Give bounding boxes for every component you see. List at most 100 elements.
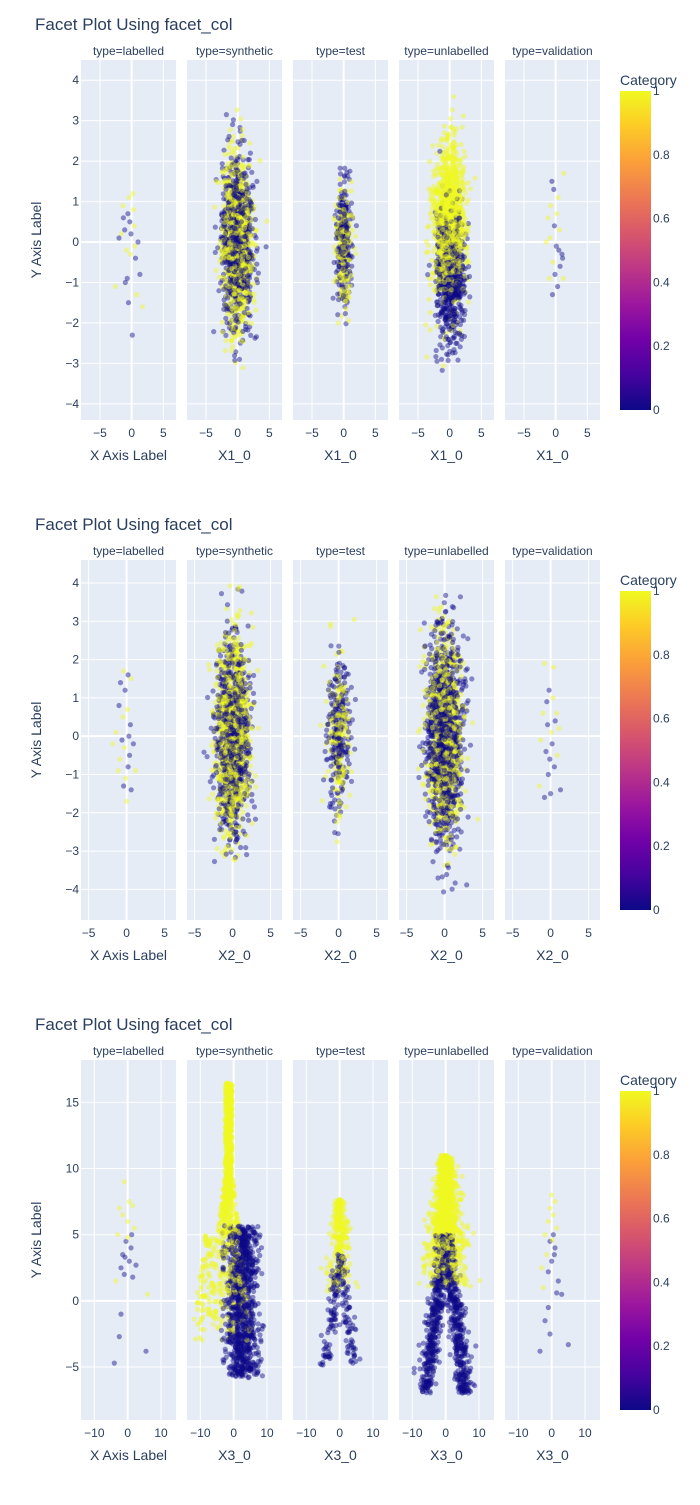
data-point — [132, 244, 137, 249]
data-point — [343, 299, 348, 304]
y-tick-label: −4 — [65, 882, 79, 896]
data-point — [450, 350, 455, 355]
data-point — [452, 162, 457, 167]
x-tick-label: 0 — [552, 426, 559, 440]
data-point — [454, 243, 459, 248]
data-point — [451, 127, 456, 132]
data-point — [232, 358, 237, 363]
data-point — [454, 143, 459, 148]
data-point — [239, 219, 244, 224]
data-point — [459, 268, 464, 273]
x-tick-label: 0 — [234, 426, 241, 440]
data-point — [223, 348, 228, 353]
data-point — [455, 252, 460, 257]
data-point — [246, 203, 251, 208]
x-tick-label: −5 — [517, 426, 531, 440]
data-point — [346, 318, 351, 323]
data-point — [343, 219, 348, 224]
data-point — [207, 667, 212, 672]
data-point — [129, 787, 134, 792]
data-point — [225, 137, 230, 142]
data-point — [214, 179, 219, 184]
data-point — [440, 345, 445, 350]
data-point — [110, 741, 115, 746]
x-tick-label: 0 — [123, 926, 130, 940]
data-point — [237, 357, 242, 362]
data-point — [455, 358, 460, 363]
x-axis-label: X1_0 — [536, 447, 569, 463]
data-point — [231, 262, 236, 267]
data-point — [457, 291, 462, 296]
data-point — [554, 211, 559, 216]
data-point — [238, 267, 243, 272]
data-point — [255, 668, 260, 673]
data-point — [248, 333, 253, 338]
data-point — [444, 210, 449, 215]
data-point — [552, 272, 557, 277]
data-point — [452, 133, 457, 138]
data-point — [220, 161, 225, 166]
data-point — [458, 239, 463, 244]
data-point — [124, 799, 129, 804]
data-point — [463, 232, 468, 237]
data-point — [458, 220, 463, 225]
data-point — [258, 158, 263, 163]
data-point — [236, 204, 241, 209]
data-point — [214, 846, 219, 851]
data-point — [248, 241, 253, 246]
data-point — [451, 319, 456, 324]
data-point — [450, 252, 455, 257]
data-point — [434, 359, 439, 364]
data-point — [425, 249, 430, 254]
data-point — [240, 133, 245, 138]
data-point — [445, 177, 450, 182]
data-point — [439, 186, 444, 191]
data-point — [344, 278, 349, 283]
data-point — [339, 222, 344, 227]
data-point — [253, 217, 258, 222]
data-point — [440, 227, 445, 232]
data-point — [451, 156, 456, 161]
data-point — [457, 332, 462, 337]
data-point — [238, 313, 243, 318]
data-point — [120, 203, 125, 208]
colorbar-tick-label: 0 — [653, 403, 660, 417]
data-point — [228, 127, 233, 132]
data-point — [116, 768, 121, 773]
data-point — [225, 161, 230, 166]
data-point — [437, 149, 442, 154]
data-point — [451, 258, 456, 263]
data-point — [560, 256, 565, 261]
data-point — [442, 124, 447, 129]
data-point — [128, 722, 133, 727]
data-point — [334, 248, 339, 253]
data-point — [336, 321, 341, 326]
data-point — [444, 334, 449, 339]
data-point — [222, 152, 227, 157]
data-point — [425, 272, 430, 277]
data-point — [230, 326, 235, 331]
data-point — [440, 368, 445, 373]
y-axis-label: Y Axis Label — [28, 702, 44, 779]
data-point — [254, 262, 259, 267]
data-point — [460, 211, 465, 216]
y-tick-label: 4 — [72, 576, 79, 590]
data-point — [242, 226, 247, 231]
data-point — [227, 146, 232, 151]
data-point — [425, 225, 430, 230]
data-point — [349, 189, 354, 194]
data-point — [450, 197, 455, 202]
data-point — [126, 300, 131, 305]
data-point — [241, 164, 246, 169]
data-point — [331, 279, 336, 284]
data-point — [434, 348, 439, 353]
data-point — [341, 293, 346, 298]
data-point — [244, 291, 249, 296]
data-point — [227, 255, 232, 260]
data-point — [446, 172, 451, 177]
y-tick-label: −1 — [65, 767, 79, 781]
data-point — [438, 213, 443, 218]
data-point — [423, 322, 428, 327]
data-point — [127, 753, 132, 758]
data-point — [424, 239, 429, 244]
